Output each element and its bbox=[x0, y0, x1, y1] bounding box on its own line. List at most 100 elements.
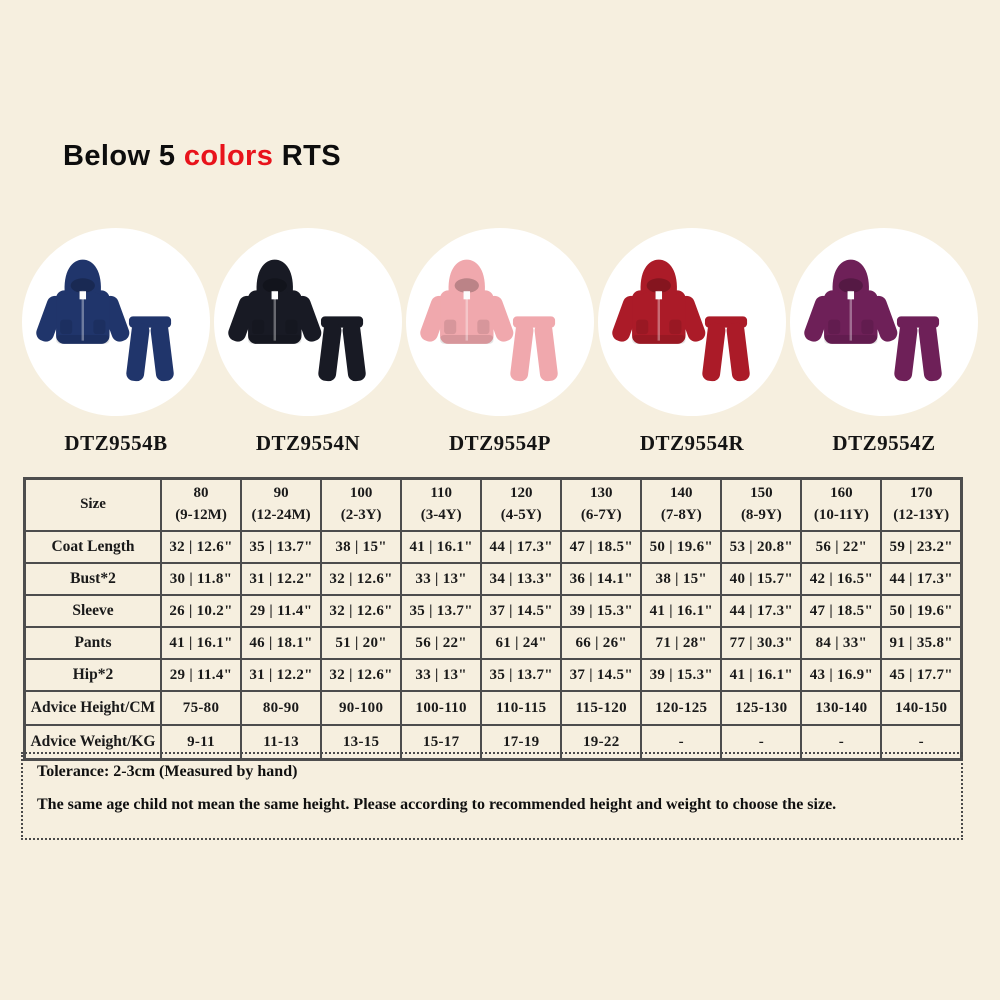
tolerance-note: Tolerance: 2-3cm (Measured by hand) bbox=[37, 763, 298, 780]
age-range: (3-4Y) bbox=[420, 507, 462, 523]
jacket-body bbox=[824, 290, 878, 344]
notes-box: Tolerance: 2-3cm (Measured by hand) The … bbox=[21, 752, 963, 840]
jacket-zipper bbox=[465, 293, 469, 341]
size-number: 80 bbox=[193, 485, 209, 502]
table-cell: 44 | 17.3" bbox=[480, 530, 563, 564]
row-label: Bust*2 bbox=[23, 562, 162, 596]
row-label: Coat Length bbox=[23, 530, 162, 564]
table-cell: 37 | 14.5" bbox=[480, 594, 563, 628]
hood-opening bbox=[262, 278, 287, 293]
table-cell: 90-100 bbox=[320, 690, 403, 726]
size-column-header: 160 (10-11Y) bbox=[800, 477, 883, 532]
size-column-header: 170 (12-13Y) bbox=[880, 477, 963, 532]
tracksuit-color-group bbox=[804, 259, 942, 382]
jacket-hood bbox=[640, 259, 677, 296]
product-circle bbox=[214, 228, 402, 416]
table-cell: 38 | 15" bbox=[640, 562, 723, 596]
product-cell-pink: DTZ9554P bbox=[404, 228, 596, 456]
table-cell: - bbox=[880, 724, 963, 761]
jacket-zipper bbox=[81, 293, 85, 341]
pants-right-leg bbox=[534, 322, 558, 382]
age-range: (6-7Y) bbox=[580, 507, 622, 523]
size-table: Size 80 (9-12M) 90 (12-24M) 100 (2-3Y) 110 (3-4Y… bbox=[23, 477, 963, 761]
pants-right-leg bbox=[342, 322, 366, 382]
tracksuit-icon bbox=[36, 259, 174, 382]
pants-left-leg bbox=[894, 322, 918, 382]
table-cell: 32 | 12.6" bbox=[320, 658, 403, 692]
age-range: (7-8Y) bbox=[660, 507, 702, 523]
jacket-zipper bbox=[657, 293, 661, 341]
table-cell: 36 | 14.1" bbox=[560, 562, 643, 596]
size-table-head: Size 80 (9-12M) 90 (12-24M) 100 (2-3Y) 110 (3-4Y… bbox=[23, 477, 963, 532]
table-cell: 39 | 15.3" bbox=[560, 594, 643, 628]
table-cell: 50 | 19.6" bbox=[640, 530, 723, 564]
title-suffix: RTS bbox=[273, 140, 341, 172]
row-label: Advice Height/CM bbox=[23, 690, 162, 726]
size-column-header: 120 (4-5Y) bbox=[480, 477, 563, 532]
size-table-body: Coat Length 32 | 12.6" 35 | 13.7" 38 | 15" 4… bbox=[23, 530, 963, 761]
table-cell: 33 | 13" bbox=[400, 658, 483, 692]
row-label: Sleeve bbox=[23, 594, 162, 628]
jacket-pocket-right bbox=[861, 319, 874, 335]
table-cell: 33 | 13" bbox=[400, 562, 483, 596]
table-cell: 110-115 bbox=[480, 690, 563, 726]
size-number: 90 bbox=[273, 485, 289, 502]
product-code: DTZ9554R bbox=[639, 431, 745, 455]
pants-right-leg bbox=[150, 322, 174, 382]
jacket-pocket-left bbox=[60, 319, 73, 335]
table-cell: 91 | 35.8" bbox=[880, 626, 963, 660]
jacket-zipper bbox=[849, 293, 853, 341]
table-cell: 41 | 16.1" bbox=[159, 626, 243, 660]
jacket-hem bbox=[824, 334, 878, 344]
table-cell: 56 | 22" bbox=[400, 626, 483, 660]
pants-left-leg bbox=[318, 322, 342, 382]
table-cell: - bbox=[720, 724, 803, 761]
title-prefix: Below 5 bbox=[63, 140, 184, 172]
size-column-header: 140 (7-8Y) bbox=[640, 477, 723, 532]
table-row: Sleeve 26 | 10.2" 29 | 11.4" 32 | 12.6" 35 |… bbox=[23, 594, 963, 628]
size-header-cell: Size bbox=[23, 477, 162, 532]
jacket-body bbox=[632, 290, 686, 344]
table-cell: 50 | 19.6" bbox=[880, 594, 963, 628]
table-cell: 26 | 10.2" bbox=[159, 594, 243, 628]
sizing-advice-note: The same age child not mean the same hei… bbox=[37, 796, 837, 813]
jacket-hem bbox=[440, 334, 494, 344]
table-cell: 80-90 bbox=[240, 690, 323, 726]
table-cell: 41 | 16.1" bbox=[640, 594, 723, 628]
tracksuit-color-group bbox=[36, 259, 174, 382]
age-range: (4-5Y) bbox=[500, 507, 542, 523]
table-cell: 46 | 18.1" bbox=[240, 626, 323, 660]
table-cell: 29 | 11.4" bbox=[159, 658, 243, 692]
tracksuit-icon bbox=[612, 259, 750, 382]
tracksuit-color-group bbox=[420, 259, 558, 382]
table-cell: 15-17 bbox=[400, 724, 483, 761]
jacket-pocket-left bbox=[828, 319, 841, 335]
pants-left-leg bbox=[702, 322, 726, 382]
tracksuit-icon bbox=[804, 259, 942, 382]
table-row: Hip*2 29 | 11.4" 31 | 12.2" 32 | 12.6" 33 | … bbox=[23, 658, 963, 692]
table-cell: 47 | 18.5" bbox=[800, 594, 883, 628]
size-column-header: 90 (12-24M) bbox=[240, 477, 323, 532]
tracksuit-icon bbox=[228, 259, 366, 382]
table-cell: 13-15 bbox=[320, 724, 403, 761]
table-cell: 84 | 33" bbox=[800, 626, 883, 660]
title-highlight: colors bbox=[183, 140, 274, 172]
table-row: Pants 41 | 16.1" 46 | 18.1" 51 | 20" 56 | 22… bbox=[23, 626, 963, 660]
table-cell: 44 | 17.3" bbox=[880, 562, 963, 596]
product-cell-red: DTZ9554R bbox=[596, 228, 788, 456]
jacket-hood bbox=[448, 259, 485, 296]
age-range: (12-13Y) bbox=[893, 507, 950, 523]
product-code: DTZ9554Z bbox=[832, 431, 936, 455]
product-circle bbox=[406, 228, 594, 416]
size-number: 170 bbox=[909, 485, 933, 502]
table-cell: 41 | 16.1" bbox=[720, 658, 803, 692]
size-number: 150 bbox=[750, 485, 773, 502]
age-range: (2-3Y) bbox=[340, 507, 382, 523]
size-column-header: 150 (8-9Y) bbox=[720, 477, 803, 532]
jacket-body bbox=[248, 290, 302, 344]
jacket-hood bbox=[256, 259, 293, 296]
table-cell: 45 | 17.7" bbox=[880, 658, 963, 692]
header-row: Size 80 (9-12M) 90 (12-24M) 100 (2-3Y) 110 (3-4Y… bbox=[23, 477, 963, 532]
product-circle bbox=[22, 228, 210, 416]
